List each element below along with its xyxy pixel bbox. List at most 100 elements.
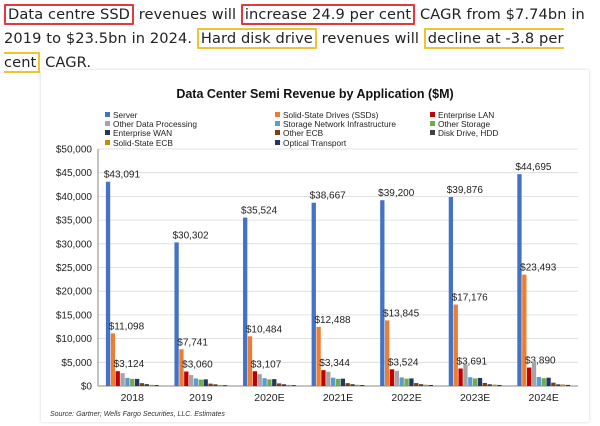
x-tick-label: 2019 [189, 392, 213, 404]
bar [360, 385, 365, 386]
bar [311, 202, 316, 386]
bar [536, 376, 542, 386]
bar [350, 384, 355, 386]
bar [257, 374, 262, 386]
legend-item: Other ECB [275, 128, 323, 138]
chart-title: Data Center Semi Revenue by Application … [176, 87, 454, 101]
legend-swatch [430, 112, 435, 117]
bar [541, 378, 546, 386]
data-label: $11,098 [109, 321, 145, 332]
y-tick-label: $10,000 [56, 334, 93, 345]
headline-text: CAGR. [40, 54, 92, 71]
bar [125, 377, 130, 386]
bar [423, 384, 429, 386]
bar [262, 378, 267, 386]
bar [105, 181, 111, 386]
legend-swatch [275, 112, 280, 117]
legend-item: Disk Drive, HDD [430, 128, 498, 138]
data-label: $23,493 [520, 263, 557, 274]
legend-item: Optical Transport [275, 138, 346, 148]
legend-label: Optical Transport [283, 137, 347, 148]
bar [120, 373, 125, 386]
legend-item: Other Data Processing [105, 119, 197, 129]
bar [316, 326, 321, 386]
source-note: Source: Gartner; Wells Fargo Securities,… [50, 411, 225, 418]
bar [399, 377, 404, 386]
bar [110, 333, 116, 386]
y-tick-label: $50,000 [56, 145, 93, 156]
data-label: $3,890 [525, 356, 556, 367]
bar [174, 242, 179, 386]
x-tick-label: 2024E [529, 392, 559, 404]
x-tick-label: 2021E [323, 392, 353, 404]
data-label: $3,107 [251, 359, 282, 370]
legend-swatch [275, 139, 280, 145]
data-label: $3,060 [182, 359, 213, 370]
legend-label: Other Storage [438, 119, 491, 130]
y-tick-label: $35,000 [56, 216, 93, 227]
bar [139, 383, 145, 386]
bar [517, 174, 522, 386]
bar [380, 200, 385, 386]
x-tick-label: 2023E [460, 392, 490, 404]
legend-item: Solid-State Drives (SSDs) [275, 110, 378, 120]
headline-text: revenues will [134, 6, 241, 23]
x-tick-label: 2018 [121, 392, 145, 404]
bar [497, 384, 502, 386]
data-label: $10,484 [246, 324, 283, 335]
data-label: $44,695 [515, 162, 552, 173]
bar [335, 378, 341, 386]
data-label: $13,845 [383, 308, 420, 319]
bar [453, 304, 458, 386]
data-label: $38,667 [310, 191, 347, 202]
bar [409, 378, 414, 386]
bar [144, 384, 149, 386]
bar [394, 370, 400, 386]
bar [385, 320, 390, 386]
data-label: $3,691 [456, 357, 487, 368]
legend-label: Solid-State Drives (SSDs) [283, 110, 379, 120]
bar [556, 384, 561, 386]
legend-item: Enterprise WAN [105, 128, 172, 138]
data-label: $39,200 [378, 188, 415, 199]
bar [565, 384, 571, 386]
highlight-yellow: decline at -3.8 per cent [4, 28, 564, 73]
legend-swatch [430, 121, 435, 127]
bar [267, 379, 272, 386]
x-tick-label: 2020E [254, 392, 284, 404]
bar [203, 379, 208, 386]
bar [482, 382, 487, 386]
bar [414, 383, 419, 386]
bar [389, 369, 395, 386]
y-tick-label: $25,000 [56, 263, 93, 274]
bar [551, 382, 556, 386]
bar [208, 383, 213, 386]
bar [276, 383, 282, 386]
data-label: $17,176 [452, 293, 489, 304]
bar [418, 384, 424, 386]
bar [428, 385, 433, 386]
bar [404, 378, 409, 386]
bar [272, 379, 277, 386]
legend-label: Other ECB [283, 128, 324, 139]
legend-label: Enterprise WAN [113, 128, 173, 139]
y-tick-label: $40,000 [56, 192, 93, 203]
bar [448, 196, 454, 386]
y-tick-label: $30,000 [56, 239, 93, 250]
legend-label: Other Data Processing [113, 119, 197, 130]
bar [522, 274, 527, 386]
headline-text: revenues will [316, 30, 424, 47]
bar [281, 384, 287, 386]
highlight-yellow: Hard disk drive [196, 28, 317, 49]
legend-swatch [430, 130, 435, 136]
legend-item: Storage Network Infrastructure [275, 119, 396, 129]
y-tick-label: $0 [81, 382, 93, 393]
bar [492, 384, 497, 386]
bar [222, 385, 228, 386]
data-label: $39,876 [447, 185, 484, 196]
y-tick-label: $45,000 [56, 168, 93, 179]
bar [115, 371, 120, 386]
x-tick-label: 2022E [391, 392, 421, 404]
legend-item: Other Storage [430, 119, 490, 129]
